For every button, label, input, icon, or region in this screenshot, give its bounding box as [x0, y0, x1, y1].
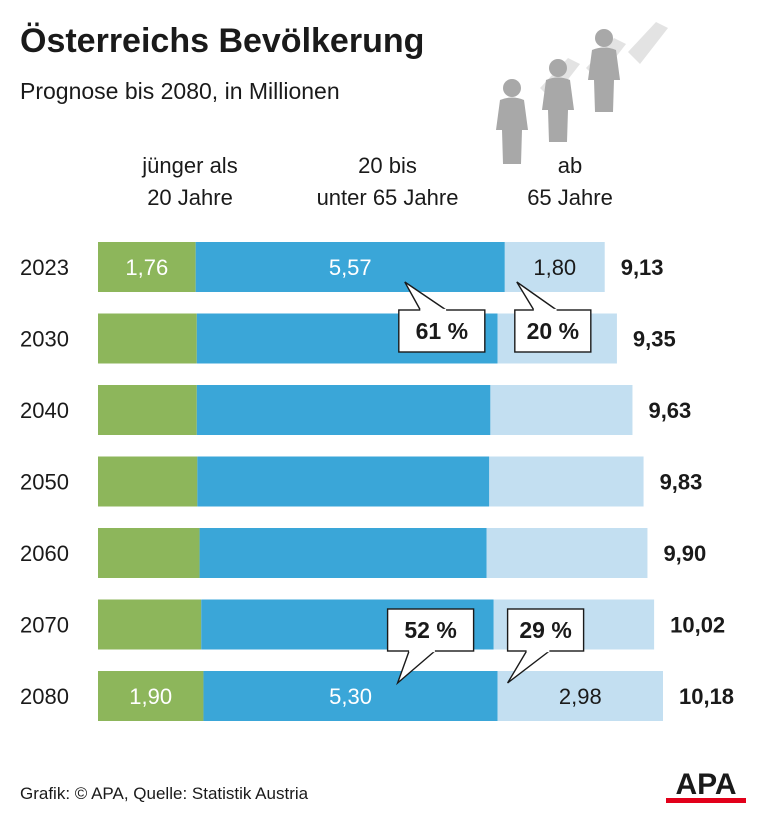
legend-old: ab 65 Jahre	[527, 153, 613, 210]
bar-segment-old	[497, 671, 663, 721]
bar-segment-young	[98, 242, 196, 292]
people-silhouettes-icon	[496, 22, 668, 164]
data-label-old: 2,98	[559, 684, 602, 709]
year-label: 2023	[20, 255, 69, 280]
total-label: 10,02	[670, 613, 725, 638]
total-label: 9,63	[648, 398, 691, 423]
source-credit: Grafik: © APA, Quelle: Statistik Austria	[20, 784, 309, 803]
bar-segment-old	[490, 385, 633, 435]
total-label: 10,18	[679, 684, 734, 709]
bar-segment-middle	[196, 385, 491, 435]
data-label-young: 1,76	[125, 255, 168, 280]
apa-logo: APA	[666, 768, 746, 803]
callout-box	[506, 608, 585, 652]
total-label: 9,90	[663, 541, 706, 566]
data-label-old: 1,80	[533, 255, 576, 280]
total-label: 9,13	[621, 255, 664, 280]
bar-segment-young	[98, 385, 197, 435]
chart-subtitle: Prognose bis 2080, in Millionen	[20, 78, 340, 104]
callout-label: 61 %	[416, 318, 468, 344]
callout-label: 52 %	[404, 617, 456, 643]
bar-segment-old	[504, 242, 605, 292]
year-label: 2050	[20, 470, 69, 495]
bar-segment-old	[486, 528, 648, 578]
year-label: 2040	[20, 398, 69, 423]
bar-segment-old	[489, 456, 644, 507]
bar-segment-middle	[197, 456, 490, 507]
total-label: 9,35	[633, 327, 676, 352]
legend-middle: 20 bis unter 65 Jahre	[316, 153, 459, 210]
callout-label: 20 %	[527, 318, 579, 344]
data-label-young: 1,90	[129, 684, 172, 709]
year-label: 2070	[20, 613, 69, 638]
callout-box	[386, 608, 475, 652]
total-label: 9,83	[660, 470, 703, 495]
legend-young: jünger als 20 Jahre	[142, 153, 238, 210]
svg-text:APA: APA	[675, 768, 736, 801]
callout-label: 29 %	[519, 617, 571, 643]
bar-segment-middle	[203, 671, 498, 721]
callout-box	[514, 309, 592, 353]
bar-segment-young	[98, 528, 200, 578]
year-label: 2060	[20, 541, 69, 566]
data-label-middle: 5,30	[329, 684, 372, 709]
bar-segment-middle	[199, 528, 487, 578]
bar-segment-young	[98, 313, 197, 364]
bar-segment-young	[98, 456, 198, 507]
year-label: 2080	[20, 684, 69, 709]
year-label: 2030	[20, 327, 69, 352]
bar-segment-young	[98, 599, 202, 650]
chart-title: Österreichs Bevölkerung	[20, 22, 425, 60]
bar-segment-middle	[195, 242, 505, 292]
data-label-middle: 5,57	[329, 255, 372, 280]
bar-segment-young	[98, 671, 204, 721]
